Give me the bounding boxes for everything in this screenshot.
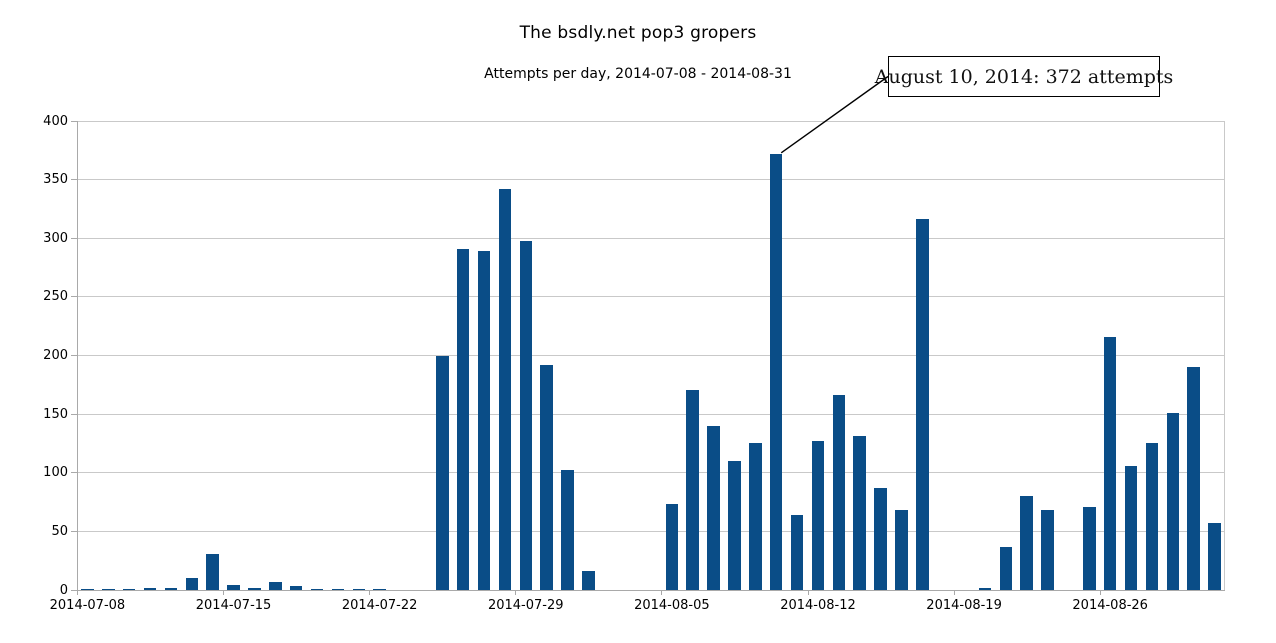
x-tick-2014-07-08 — [77, 590, 78, 595]
bar-2014-08-31 — [1208, 523, 1221, 590]
annotation-box: August 10, 2014: 372 attempts — [875, 56, 1173, 97]
x-tick-label-2014-08-12: 2014-08-12 — [780, 598, 856, 613]
x-axis-line — [77, 589, 1225, 591]
y-gridline-150 — [77, 413, 1225, 415]
y-gridline-300 — [77, 237, 1225, 239]
y-gridline-50 — [77, 530, 1225, 532]
y-tick-label-50: 50 — [51, 523, 68, 539]
x-tick-2014-07-15 — [223, 590, 225, 595]
x-tick-label-2014-08-26: 2014-08-26 — [1072, 598, 1148, 613]
y-tick-300 — [71, 237, 77, 239]
chart-subtitle: Attempts per day, 2014-07-08 - 2014-08-3… — [484, 66, 792, 82]
y-tick-label-0: 0 — [59, 582, 68, 598]
plot-right-border — [1224, 121, 1225, 590]
bar-2014-08-10 — [769, 153, 783, 590]
bar-2014-08-27 — [1124, 465, 1138, 590]
y-tick-0 — [71, 589, 77, 591]
y-tick-label-250: 250 — [43, 289, 68, 305]
x-tick-label-2014-07-08: 2014-07-08 — [49, 598, 126, 613]
bar-2014-07-20 — [331, 588, 345, 590]
bar-2014-08-30 — [1187, 367, 1200, 590]
bar-2014-08-20 — [978, 587, 992, 590]
y-tick-label-350: 350 — [43, 172, 68, 188]
y-gridline-400 — [77, 120, 1225, 122]
x-tick-label-2014-07-15: 2014-07-15 — [195, 598, 272, 613]
y-tick-label-300: 300 — [43, 230, 68, 246]
x-tick-label-2014-07-22: 2014-07-22 — [341, 598, 418, 613]
y-tick-100 — [71, 472, 77, 474]
bar-2014-07-18 — [289, 586, 303, 590]
y-gridline-200 — [77, 355, 1225, 356]
bar-2014-07-17 — [269, 581, 282, 590]
bar-2014-08-13 — [832, 395, 846, 590]
bar-2014-08-29 — [1166, 412, 1180, 590]
y-axis-line — [77, 121, 78, 590]
bar-2014-07-12 — [164, 587, 178, 590]
y-tick-label-200: 200 — [43, 348, 68, 363]
bar-2014-07-26 — [456, 248, 470, 590]
bar-2014-08-11 — [790, 514, 804, 590]
x-tick-2014-07-22 — [369, 590, 371, 595]
bar-2014-08-15 — [874, 487, 887, 590]
bar-2014-07-13 — [185, 578, 199, 590]
y-tick-label-100: 100 — [43, 465, 68, 481]
bar-2014-07-27 — [477, 251, 491, 590]
bar-2014-08-08 — [728, 461, 741, 590]
bar-2014-08-26 — [1103, 336, 1117, 590]
y-gridline-350 — [77, 179, 1225, 181]
bar-2014-07-09 — [102, 588, 115, 590]
bar-2014-08-22 — [1020, 496, 1033, 590]
y-tick-250 — [71, 296, 77, 298]
bar-2014-07-15 — [227, 585, 240, 590]
bar-2014-07-16 — [248, 587, 261, 590]
y-tick-50 — [71, 530, 77, 532]
y-tick-350 — [71, 179, 77, 181]
x-tick-2014-08-05 — [661, 590, 663, 595]
bar-2014-08-12 — [811, 441, 825, 590]
bar-2014-08-09 — [749, 443, 762, 590]
x-tick-label-2014-08-05: 2014-08-05 — [634, 598, 710, 613]
x-tick-label-2014-08-19: 2014-08-19 — [926, 598, 1002, 613]
bar-2014-08-07 — [707, 425, 720, 590]
y-tick-label-150: 150 — [43, 406, 68, 422]
bar-2014-08-05 — [665, 504, 679, 590]
bar-2014-07-22 — [373, 588, 386, 590]
bar-2014-08-14 — [853, 436, 866, 590]
bar-2014-07-21 — [352, 588, 366, 590]
bar-2014-07-28 — [498, 189, 512, 590]
bar-2014-07-14 — [206, 553, 219, 590]
x-tick-2014-08-12 — [807, 590, 809, 595]
y-tick-200 — [71, 355, 77, 356]
bar-2014-08-21 — [999, 546, 1013, 590]
y-gridline-100 — [77, 472, 1225, 474]
bar-2014-07-25 — [436, 355, 449, 590]
bar-2014-08-25 — [1083, 506, 1096, 590]
chart-title: The bsdly.net pop3 gropers — [519, 23, 757, 43]
annotation-text: August 10, 2014: 372 attempts — [874, 65, 1174, 88]
bar-2014-07-10 — [122, 588, 136, 590]
bar-2014-07-11 — [143, 587, 157, 590]
bar-2014-07-29 — [519, 240, 532, 590]
bar-2014-08-01 — [582, 571, 595, 590]
bar-2014-07-30 — [540, 364, 553, 590]
y-tick-400 — [71, 120, 77, 122]
x-tick-2014-07-29 — [515, 590, 517, 595]
bar-2014-07-08 — [81, 588, 94, 590]
bar-2014-08-06 — [686, 389, 699, 590]
bar-2014-08-16 — [895, 510, 908, 590]
x-tick-label-2014-07-29: 2014-07-29 — [487, 598, 564, 613]
y-tick-label-400: 400 — [43, 113, 68, 129]
x-tick-2014-08-26 — [1099, 590, 1101, 595]
bar-2014-08-17 — [916, 219, 929, 590]
y-tick-150 — [71, 413, 77, 415]
x-tick-2014-08-19 — [953, 590, 955, 595]
bar-2014-07-19 — [310, 588, 324, 590]
bar-2014-08-23 — [1041, 510, 1054, 590]
bar-2014-08-28 — [1145, 443, 1159, 590]
y-gridline-250 — [77, 296, 1225, 298]
bar-2014-07-31 — [561, 470, 574, 590]
